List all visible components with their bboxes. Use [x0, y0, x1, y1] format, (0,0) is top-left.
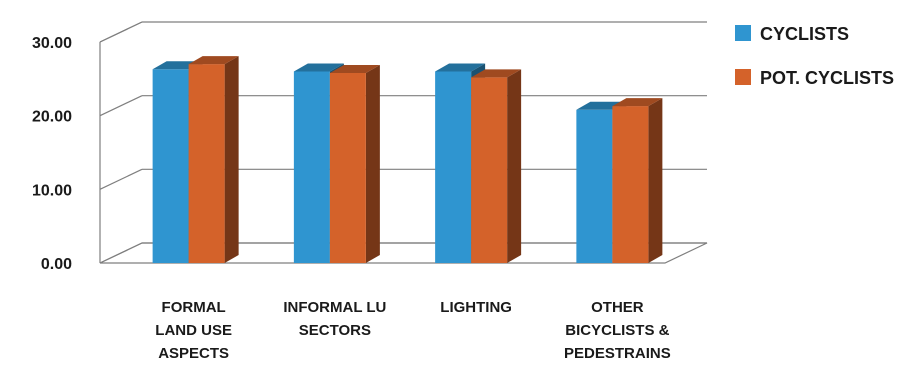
bar	[471, 77, 508, 263]
bar	[188, 64, 225, 263]
bar	[612, 106, 649, 263]
x-tick-label: ASPECTS	[158, 345, 229, 362]
bar	[576, 109, 613, 263]
y-tick-label: 10.00	[32, 182, 72, 199]
gridline-diagonal	[99, 168, 143, 190]
gridline-diagonal	[99, 21, 143, 43]
bar-side	[648, 98, 663, 263]
bar-top	[293, 63, 344, 72]
bar-top	[612, 98, 663, 107]
bar-top	[471, 69, 522, 78]
legend-label: CYCLISTS	[760, 24, 849, 44]
x-tick-label: FORMAL	[162, 299, 226, 316]
bar-side	[507, 69, 522, 263]
bar-side	[365, 64, 380, 263]
x-tick-label: LAND USE	[155, 322, 232, 339]
gridline-diagonal	[99, 95, 143, 117]
y-tick-label: 0.00	[41, 256, 72, 273]
x-tick-label: BICYCLISTS &	[565, 322, 669, 339]
x-tick-label: LIGHTING	[440, 299, 512, 316]
bar	[435, 71, 472, 263]
x-tick-label: OTHER	[591, 299, 644, 316]
y-tick-label: 30.00	[32, 35, 72, 52]
x-tick-label: SECTORS	[299, 322, 371, 339]
y-tick-label: 20.00	[32, 109, 72, 126]
bar-side	[224, 56, 239, 263]
bar-top	[435, 63, 486, 72]
legend-swatch	[735, 69, 751, 85]
bar-top	[329, 64, 380, 73]
bar-top	[188, 56, 239, 65]
legend-label: POT. CYCLISTS	[760, 68, 894, 88]
x-tick-label: INFORMAL LU	[283, 299, 386, 316]
bar	[152, 69, 189, 263]
legend-swatch	[735, 25, 751, 41]
bar	[293, 71, 330, 263]
x-tick-label: PEDESTRAINS	[564, 345, 671, 362]
bar	[329, 72, 366, 263]
gridline-diagonal	[99, 242, 143, 264]
